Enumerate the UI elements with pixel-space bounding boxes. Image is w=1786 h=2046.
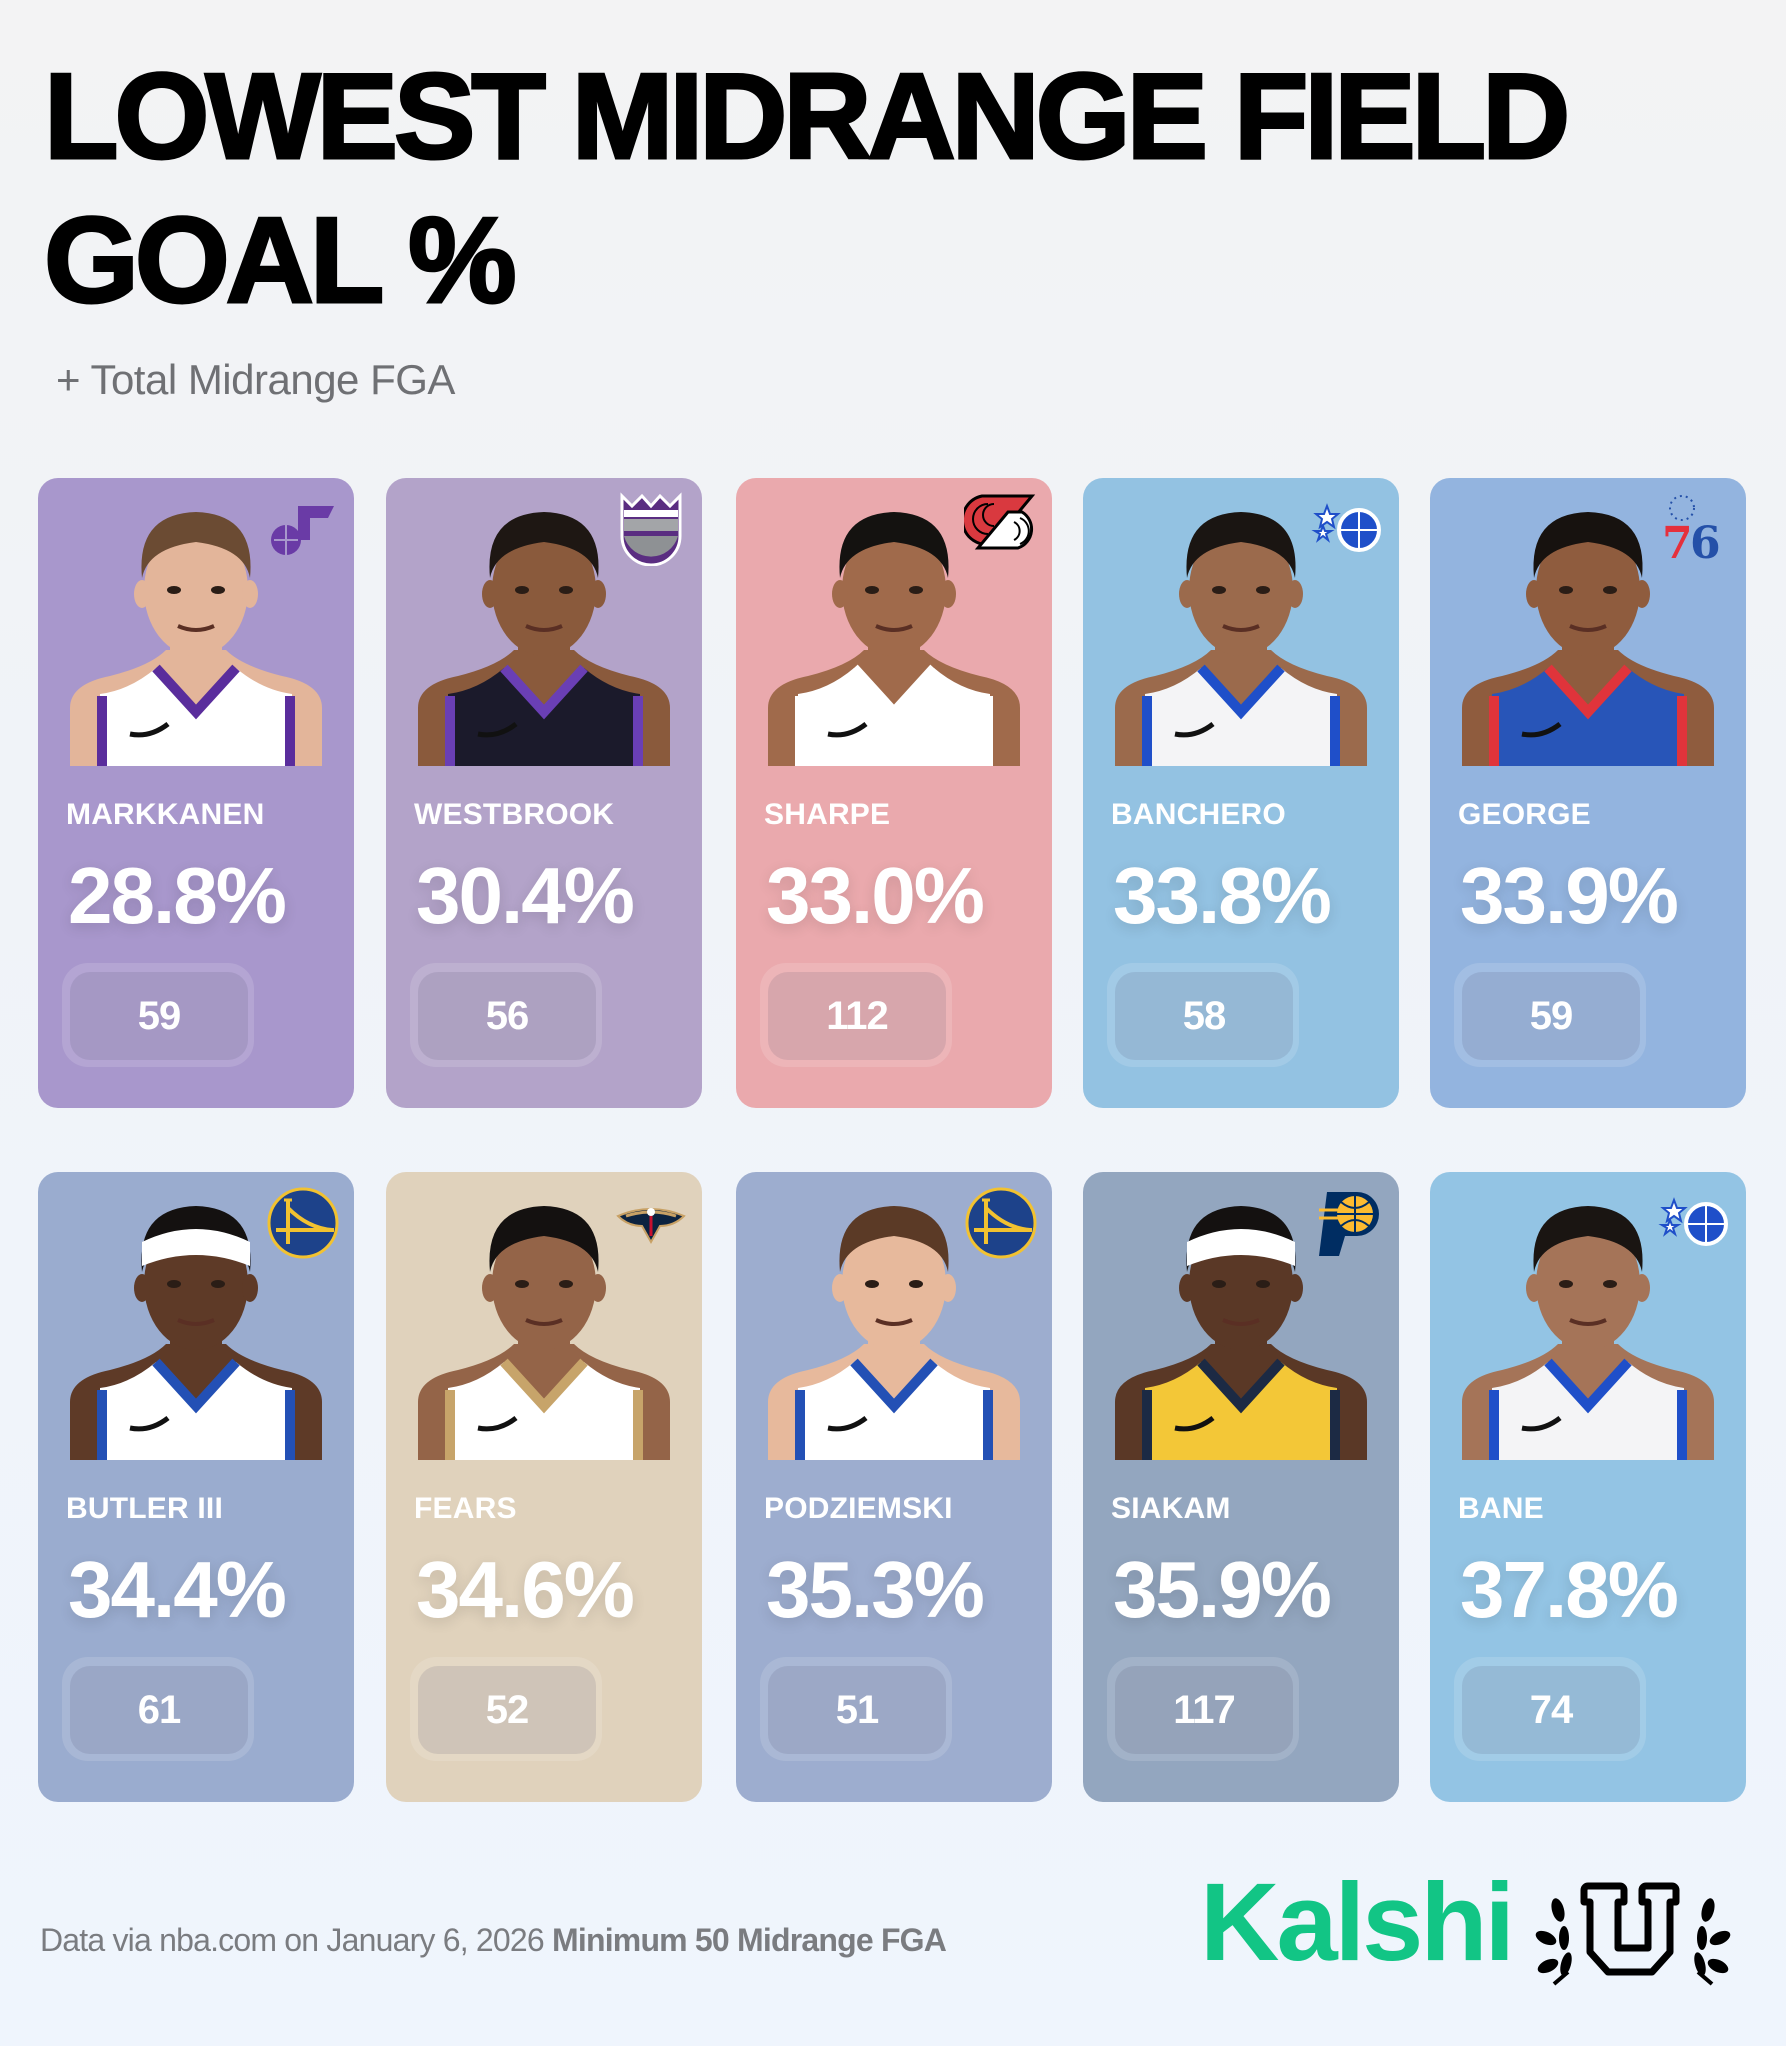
midrange-fg-pct: 33.9% xyxy=(1460,851,1679,940)
player-photo xyxy=(768,498,1020,766)
player-name: FEARS xyxy=(414,1492,517,1525)
player-photo xyxy=(1462,498,1714,766)
source-text: Data via nba.com on January 6, 2026 xyxy=(40,1922,545,1958)
kalshi-logo: Kalshi xyxy=(1200,1861,1515,1984)
midrange-fg-pct: 33.8% xyxy=(1113,851,1332,940)
midrange-fga-badge: 59 xyxy=(1462,972,1640,1060)
player-photo xyxy=(1462,1192,1714,1460)
blazers-logo-icon xyxy=(961,492,1038,566)
fga-badge-frame xyxy=(410,963,602,1067)
player-name: SHARPE xyxy=(764,798,891,831)
jazz-logo-icon xyxy=(266,492,340,566)
midrange-fg-pct: 30.4% xyxy=(416,851,635,940)
player-name: BUTLER III xyxy=(66,1492,223,1525)
midrange-fg-pct: 34.4% xyxy=(68,1545,287,1634)
midrange-fga-badge: 74 xyxy=(1462,1666,1640,1754)
midrange-fg-pct: 35.3% xyxy=(766,1545,985,1634)
fga-badge-frame xyxy=(62,963,254,1067)
player-photo xyxy=(418,498,670,766)
player-photo xyxy=(418,1192,670,1460)
midrange-fg-pct: 37.8% xyxy=(1460,1545,1679,1634)
player-name: WESTBROOK xyxy=(414,798,615,831)
midrange-fga-badge: 61 xyxy=(70,1666,248,1754)
fga-badge-frame xyxy=(1454,963,1646,1067)
footer-source: Data via nba.com on January 6, 2026 Mini… xyxy=(40,1922,947,1959)
title-line-2: GOAL % xyxy=(43,191,519,330)
player-photo xyxy=(70,1192,322,1460)
laurel-u-logo-icon xyxy=(1534,1880,1732,1988)
midrange-fga-badge: 58 xyxy=(1115,972,1293,1060)
kings-logo-icon xyxy=(614,492,688,567)
player-card: PODZIEMSKI 35.3% 51 xyxy=(736,1172,1052,1802)
pacers-logo-icon xyxy=(1311,1186,1385,1260)
player-name: BANCHERO xyxy=(1111,798,1286,831)
subtitle: + Total Midrange FGA xyxy=(56,356,455,403)
midrange-fg-pct: 35.9% xyxy=(1113,1545,1332,1634)
midrange-fga-badge: 59 xyxy=(70,972,248,1060)
title-line-1: LOWEST MIDRANGE FIELD xyxy=(43,47,1572,186)
fga-badge-frame xyxy=(1107,963,1299,1067)
player-photo xyxy=(768,1192,1020,1460)
midrange-fg-pct: 34.6% xyxy=(416,1545,635,1634)
player-photo xyxy=(1115,498,1367,766)
player-name: MARKKANEN xyxy=(66,798,265,831)
pelicans-logo-icon xyxy=(614,1186,688,1260)
player-name: BANE xyxy=(1458,1492,1544,1525)
player-card: MARKKANEN 28.8% 59 xyxy=(38,478,354,1108)
player-photo xyxy=(70,498,322,766)
fga-badge-frame xyxy=(1454,1657,1646,1761)
midrange-fga-badge: 52 xyxy=(418,1666,596,1754)
warriors-logo-icon xyxy=(266,1186,340,1260)
fga-badge-frame xyxy=(62,1657,254,1761)
magic-logo-icon xyxy=(1658,1186,1732,1260)
magic-logo-icon xyxy=(1311,492,1385,566)
player-name: PODZIEMSKI xyxy=(764,1492,953,1525)
midrange-fg-pct: 33.0% xyxy=(766,851,985,940)
page-title: LOWEST MIDRANGE FIELD GOAL % xyxy=(43,44,1764,332)
player-card: SIAKAM 35.9% 117 xyxy=(1083,1172,1399,1802)
player-card: BANE 37.8% 74 xyxy=(1430,1172,1746,1802)
svg-text:7: 7 xyxy=(1662,518,1693,566)
player-photo xyxy=(1115,1192,1367,1460)
fga-badge-frame xyxy=(760,1657,952,1761)
fga-badge-frame xyxy=(760,963,952,1067)
player-card: FEARS 34.6% 52 xyxy=(386,1172,702,1802)
warriors-logo-icon xyxy=(964,1186,1038,1260)
player-name: GEORGE xyxy=(1458,798,1591,831)
minimum-note: Minimum 50 Midrange FGA xyxy=(552,1922,947,1958)
player-card: BUTLER III 34.4% 61 xyxy=(38,1172,354,1802)
player-card: BANCHERO 33.8% 58 xyxy=(1083,478,1399,1108)
player-card: SHARPE 33.0% 112 xyxy=(736,478,1052,1108)
midrange-fg-pct: 28.8% xyxy=(68,851,287,940)
midrange-fga-badge: 112 xyxy=(768,972,946,1060)
svg-text:6: 6 xyxy=(1690,518,1721,566)
midrange-fga-badge: 117 xyxy=(1115,1666,1293,1754)
player-name: SIAKAM xyxy=(1111,1492,1231,1525)
midrange-fga-badge: 51 xyxy=(768,1666,946,1754)
player-card: WESTBROOK 30.4% 56 xyxy=(386,478,702,1108)
fga-badge-frame xyxy=(1107,1657,1299,1761)
fga-badge-frame xyxy=(410,1657,602,1761)
midrange-fga-badge: 56 xyxy=(418,972,596,1060)
